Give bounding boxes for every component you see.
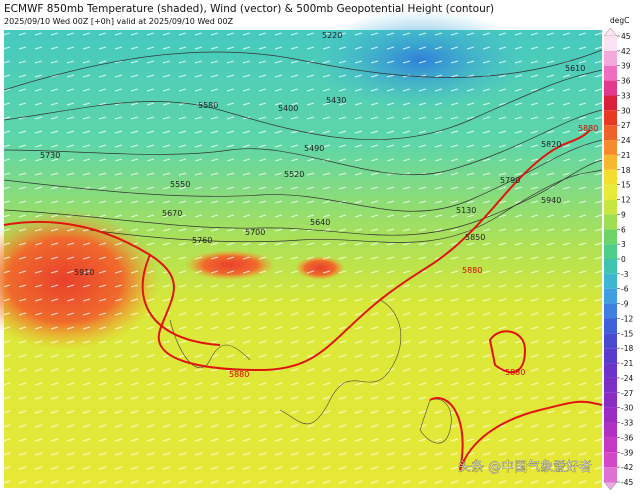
colorbar-tick-label: 15 <box>621 181 631 190</box>
colorbar-unit: degC <box>610 16 629 25</box>
colorbar-tick-label: -24 <box>621 374 633 383</box>
colorbar-band <box>604 259 617 274</box>
contour-label: 5760 <box>192 236 212 245</box>
colorbar-band <box>604 140 617 155</box>
colorbar-tick-label: 39 <box>621 62 631 71</box>
height-contours <box>3 49 603 243</box>
map-area <box>0 10 603 488</box>
colorbar-tick-label: 30 <box>621 106 631 115</box>
colorbar-band <box>604 303 617 319</box>
contour-label: 5880 <box>462 266 482 275</box>
colorbar-tick-label: 33 <box>621 91 631 100</box>
colorbar-band <box>604 80 617 96</box>
colorbar-band <box>604 169 617 185</box>
map-title: ECMWF 850mb Temperature (shaded), Wind (… <box>4 3 494 15</box>
colorbar-band <box>604 407 617 423</box>
colorbar-tick-label: -33 <box>621 419 633 428</box>
contour-label: 5550 <box>170 180 190 189</box>
colorbar-tick-label: 9 <box>621 210 626 219</box>
colorbar-tick-label: -9 <box>621 300 629 309</box>
contour-label: 5730 <box>40 151 60 160</box>
contour-label: 5670 <box>162 209 182 218</box>
colorbar-tick-label: 3 <box>621 240 626 249</box>
colorbar-tick-label: -30 <box>621 404 633 413</box>
contour-label: 5430 <box>326 96 346 105</box>
colorbar-band <box>604 229 617 245</box>
colorbar-band <box>604 348 617 364</box>
contour-label: 5880 <box>505 368 525 377</box>
colorbar-tick-label: -3 <box>621 270 629 279</box>
contour-label: 5910 <box>74 268 94 277</box>
colorbar-tick-label: -18 <box>621 344 633 353</box>
colorbar-tick-label: 45 <box>621 32 631 41</box>
colorbar-tick-label: -42 <box>621 463 633 472</box>
colorbar-band <box>604 65 617 81</box>
colorbar-tick-label: -6 <box>621 285 629 294</box>
contour-label: 5580 <box>198 101 218 110</box>
contour-label: 5220 <box>322 31 342 40</box>
colorbar-band <box>604 392 617 408</box>
contour-label: 5820 <box>541 140 561 149</box>
contour-label: 5790 <box>500 176 520 185</box>
contour-label: 5880 <box>578 124 598 133</box>
contour-5880 <box>3 129 603 471</box>
colorbar-band <box>604 95 617 111</box>
colorbar-tick-label: 6 <box>621 225 626 234</box>
colorbar-band <box>604 50 617 66</box>
colorbar-tick-label: -39 <box>621 448 633 457</box>
colorbar-tick-label: 21 <box>621 151 631 160</box>
colorbar-tick-label: 0 <box>621 255 626 264</box>
contour-labels: 5220 5610 5580 5400 5430 5490 5730 5550 5520 5670… <box>40 31 598 379</box>
colorbar-tick-label: 27 <box>621 121 631 130</box>
colorbar-band <box>604 184 617 200</box>
colorbar-band <box>604 318 617 334</box>
map-subtitle: 2025/09/10 Wed 00Z [+0h] valid at 2025/0… <box>4 17 234 26</box>
contour-label: 5640 <box>310 218 330 227</box>
colorbar-cap <box>603 27 618 37</box>
colorbar-tick-label: 36 <box>621 77 631 86</box>
colorbar-band <box>604 452 617 468</box>
wind-vectors <box>4 30 602 488</box>
colorbar-band <box>604 273 617 289</box>
colorbar-tick-label: 24 <box>621 136 631 145</box>
contour-label: 5880 <box>229 370 249 379</box>
colorbar-tick-label: -15 <box>621 329 633 338</box>
colorbar-band <box>604 377 617 393</box>
colorbar-tick-label: 42 <box>621 47 631 56</box>
colorbar-band <box>604 244 617 259</box>
colorbar-tick-label: 18 <box>621 166 631 175</box>
colorbar-cap <box>603 481 618 491</box>
colorbar-band <box>604 125 617 141</box>
colorbar-band <box>604 422 617 438</box>
colorbar-band <box>604 437 617 453</box>
contour-label: 5490 <box>304 144 324 153</box>
colorbar-band <box>604 110 617 126</box>
colorbar-tick-label: -45 <box>621 478 633 487</box>
colorbar-band <box>604 214 617 230</box>
colorbar-tick-label: -21 <box>621 359 633 368</box>
watermark: 头条 @中国气象爱好者 <box>458 459 592 475</box>
contour-label: 5130 <box>456 206 476 215</box>
colorbar-band <box>604 363 617 378</box>
colorbar-band <box>604 199 617 215</box>
colorbar-tick-label: -36 <box>621 433 633 442</box>
contour-label: 5520 <box>284 170 304 179</box>
colorbar-tick-label: -12 <box>621 314 633 323</box>
contour-label: 5850 <box>465 233 485 242</box>
contour-label: 5940 <box>541 196 561 205</box>
colorbar-band <box>604 467 617 482</box>
colorbar-band <box>604 288 617 304</box>
colorbar-band <box>604 154 617 170</box>
colorbar-band <box>604 333 617 349</box>
contour-label: 5700 <box>245 228 265 237</box>
colorbar-tick-label: 12 <box>621 196 631 205</box>
contour-label: 5610 <box>565 64 585 73</box>
colorbar-band <box>604 36 617 51</box>
colorbar: degC 4542393633302724211815129630-3-6-9-… <box>603 16 633 491</box>
contour-label: 5400 <box>278 104 298 113</box>
colorbar-tick-label: -27 <box>621 389 633 398</box>
